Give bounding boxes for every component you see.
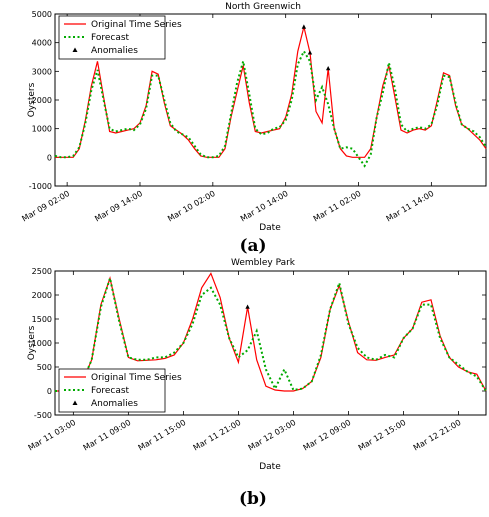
forecast-series-line [54,49,487,168]
y-axis: -1000 0 1000 2000 3000 4000 5000 [29,10,486,191]
chart-title: North Greenwich [225,2,301,12]
x-tick-label: Mar 11 14:00 [385,189,436,224]
anomaly-point [307,50,313,55]
y-tick-label: 500 [37,363,52,372]
legend-label-forecast: Forecast [91,386,130,396]
x-tick-label: Mar 09 14:00 [93,189,144,224]
anomaly-markers [301,24,331,71]
x-tick-label: Mar 12 15:00 [357,418,408,453]
x-tick-label: Mar 11 15:00 [137,418,188,453]
x-tick-label: Mar 12 21:00 [412,418,463,453]
panel-label: (b) [239,489,267,509]
x-tick-label: Mar 11 21:00 [192,418,243,453]
x-tick-label: Mar 12 09:00 [302,418,353,453]
legend: Original Time Series Forecast Anomalies [58,368,182,413]
forecast-series [54,49,487,168]
chart-north-greenwich: North Greenwich -1000 0 1000 2000 3000 4000 50… [20,2,487,256]
x-tick-label: Mar 12 03:00 [247,418,298,453]
y-tick-label: -500 [34,411,52,420]
chart-title: Wembley Park [231,258,296,268]
anomaly-point [301,24,307,29]
y-tick-label: -1000 [29,182,52,191]
panel-label: (a) [239,236,266,256]
y-tick-label: 2000 [32,96,52,105]
y-tick-label: 1000 [32,125,52,134]
x-tick-label: Mar 10 14:00 [239,189,290,224]
y-tick-label: 0 [47,387,52,396]
forecast-series-line [55,274,487,392]
y-tick-label: 0 [47,153,52,162]
legend: Original Time Series Forecast Anomalies [58,15,182,60]
y-tick-label: 4000 [32,39,52,48]
y-tick-label: 3000 [32,67,52,76]
chart-wembley-park: Wembley Park -500 0 500 1000 1500 2000 2500 Ma… [27,258,487,509]
legend-marker-anomaly [72,400,78,405]
legend-label-original: Original Time Series [91,20,182,30]
y-axis-label: Oysters [27,82,37,117]
anomaly-point [245,304,250,309]
original-series-line [55,26,487,158]
x-tick-label: Mar 11 03:00 [27,418,78,453]
x-axis-label: Date [259,223,281,233]
x-tick-label: Mar 11 02:00 [312,189,363,224]
forecast-series [55,274,487,392]
legend-label-anomalies: Anomalies [91,46,138,56]
legend-marker-anomaly [72,47,78,52]
legend-label-anomalies: Anomalies [91,399,138,409]
original-series [55,26,487,158]
y-tick-label: 1000 [32,339,52,348]
x-tick-label: Mar 11 09:00 [82,418,133,453]
y-tick-label: 2500 [32,267,52,276]
anomaly-point [325,65,331,71]
x-axis: Mar 11 03:00 Mar 11 09:00 Mar 11 15:00 Mar … [27,271,463,453]
y-tick-label: 5000 [32,10,52,19]
y-tick-label: 1500 [32,315,52,324]
y-tick-label: 2000 [32,291,52,300]
x-axis-label: Date [259,462,281,472]
legend-label-original: Original Time Series [91,373,182,383]
legend-label-forecast: Forecast [91,33,130,43]
x-tick-label: Mar 10 02:00 [166,189,217,224]
y-axis-label: Oysters [27,325,37,360]
anomaly-markers [245,304,250,309]
x-tick-label: Mar 09 02:00 [20,189,71,224]
